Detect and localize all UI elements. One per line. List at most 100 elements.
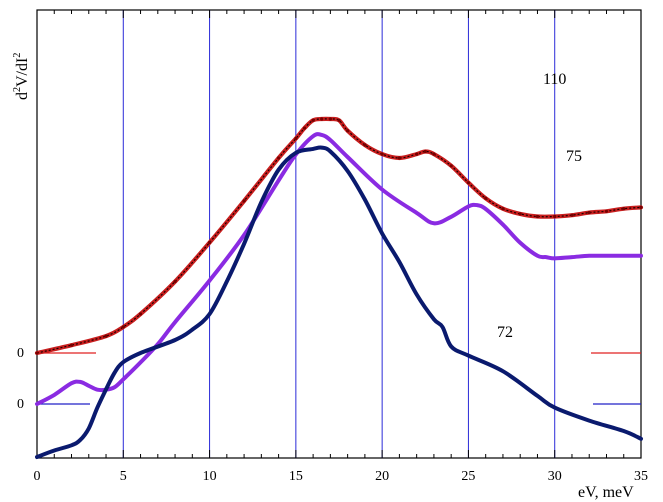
point-75-28 (518, 241, 522, 245)
y-label-sup1: 2 (12, 87, 23, 92)
point-110-22 (449, 164, 453, 168)
point-110-2 (104, 334, 108, 338)
point-110-12 (320, 117, 324, 121)
point-110-8 (277, 156, 281, 160)
point-75-22 (432, 221, 436, 225)
series-label-72: 72 (497, 324, 513, 341)
point-110-9 (294, 136, 298, 141)
point-75-12 (208, 278, 212, 283)
point-110-27 (535, 214, 540, 219)
zero-reference-markers (37, 352, 641, 405)
x-axis-label: eV, meV (578, 484, 634, 501)
point-110-13 (328, 117, 332, 121)
x-tick-label-0: 0 (34, 469, 41, 484)
point-110-24 (484, 196, 488, 200)
point-110-21 (432, 152, 436, 156)
point-72-13 (225, 279, 229, 284)
x-tick-label-20: 20 (375, 469, 389, 484)
point-72-2 (69, 443, 74, 447)
curve-72 (35, 145, 643, 459)
point-72-34 (622, 429, 626, 433)
point-72-15 (259, 200, 263, 204)
point-75-17 (320, 133, 324, 137)
point-72-17 (294, 151, 298, 155)
y-label-mid: V/dI (14, 58, 31, 87)
point-75-5 (95, 388, 99, 392)
point-110-6 (208, 240, 212, 245)
plot-frame (36, 9, 642, 459)
point-75-19 (346, 155, 350, 159)
point-110-0 (35, 351, 39, 355)
series-label-110: 110 (543, 71, 566, 88)
point-75-23 (449, 215, 453, 219)
point-110-23 (466, 181, 470, 185)
point-75-11 (173, 320, 177, 324)
point-72-33 (587, 419, 591, 423)
point-110-29 (570, 213, 574, 217)
point-75-4 (87, 384, 91, 388)
point-110-33 (639, 205, 643, 209)
point-72-30 (501, 369, 505, 373)
point-72-11 (190, 328, 194, 332)
axis-ticks (36, 10, 642, 458)
point-72-14 (242, 242, 246, 246)
point-75-24 (466, 204, 470, 208)
point-75-16 (311, 134, 315, 138)
point-72-10 (173, 338, 177, 342)
point-75-34 (604, 254, 609, 258)
point-72-18 (311, 147, 315, 151)
point-72-22 (363, 198, 367, 202)
curve-75 (35, 132, 643, 406)
x-tick-label-15: 15 (289, 469, 303, 484)
point-75-7 (113, 385, 117, 389)
x-tick-label-5: 5 (120, 469, 127, 484)
curve-110 (36, 118, 642, 354)
point-75-29 (535, 254, 540, 258)
point-110-11 (311, 118, 315, 122)
point-72-3 (78, 438, 82, 442)
point-75-30 (544, 255, 548, 259)
point-75-27 (501, 223, 505, 227)
curve-110-outline (34, 116, 644, 356)
point-72-25 (415, 292, 419, 297)
point-110-17 (380, 152, 384, 156)
point-72-35 (639, 437, 643, 441)
point-110-31 (604, 209, 609, 213)
point-110-28 (553, 214, 557, 219)
point-110-20 (423, 149, 427, 154)
point-75-31 (553, 256, 557, 260)
vertical-gridlines (122, 10, 556, 458)
point-75-8 (121, 377, 125, 381)
point-75-33 (587, 254, 591, 258)
point-75-13 (242, 233, 246, 237)
point-110-30 (587, 211, 591, 215)
point-110-25 (501, 207, 505, 211)
point-75-20 (380, 187, 384, 192)
point-75-1 (52, 393, 56, 397)
zero-label-110: 0 (17, 346, 24, 361)
point-72-20 (328, 149, 332, 154)
point-72-8 (121, 360, 125, 364)
point-110-15 (346, 129, 350, 133)
point-75-32 (570, 255, 574, 259)
point-75-9 (138, 360, 143, 364)
point-110-32 (622, 207, 626, 211)
point-110-26 (518, 212, 522, 216)
zero-label-75: 0 (17, 397, 24, 412)
point-72-7 (113, 370, 117, 375)
x-tick-label-35: 35 (634, 469, 648, 484)
point-110-4 (138, 312, 143, 316)
x-tick-labels: 0 5 10 15 20 25 30 35 (34, 469, 649, 484)
point-72-26 (432, 317, 436, 321)
point-72-32 (553, 406, 557, 410)
point-72-0 (35, 455, 39, 459)
point-72-16 (277, 168, 281, 172)
point-72-6 (104, 387, 108, 391)
point-75-26 (484, 207, 488, 211)
point-110-16 (363, 143, 367, 147)
point-75-21 (415, 211, 419, 215)
x-tick-label-10: 10 (203, 469, 217, 484)
point-110-1 (69, 343, 74, 347)
curves (34, 116, 644, 459)
